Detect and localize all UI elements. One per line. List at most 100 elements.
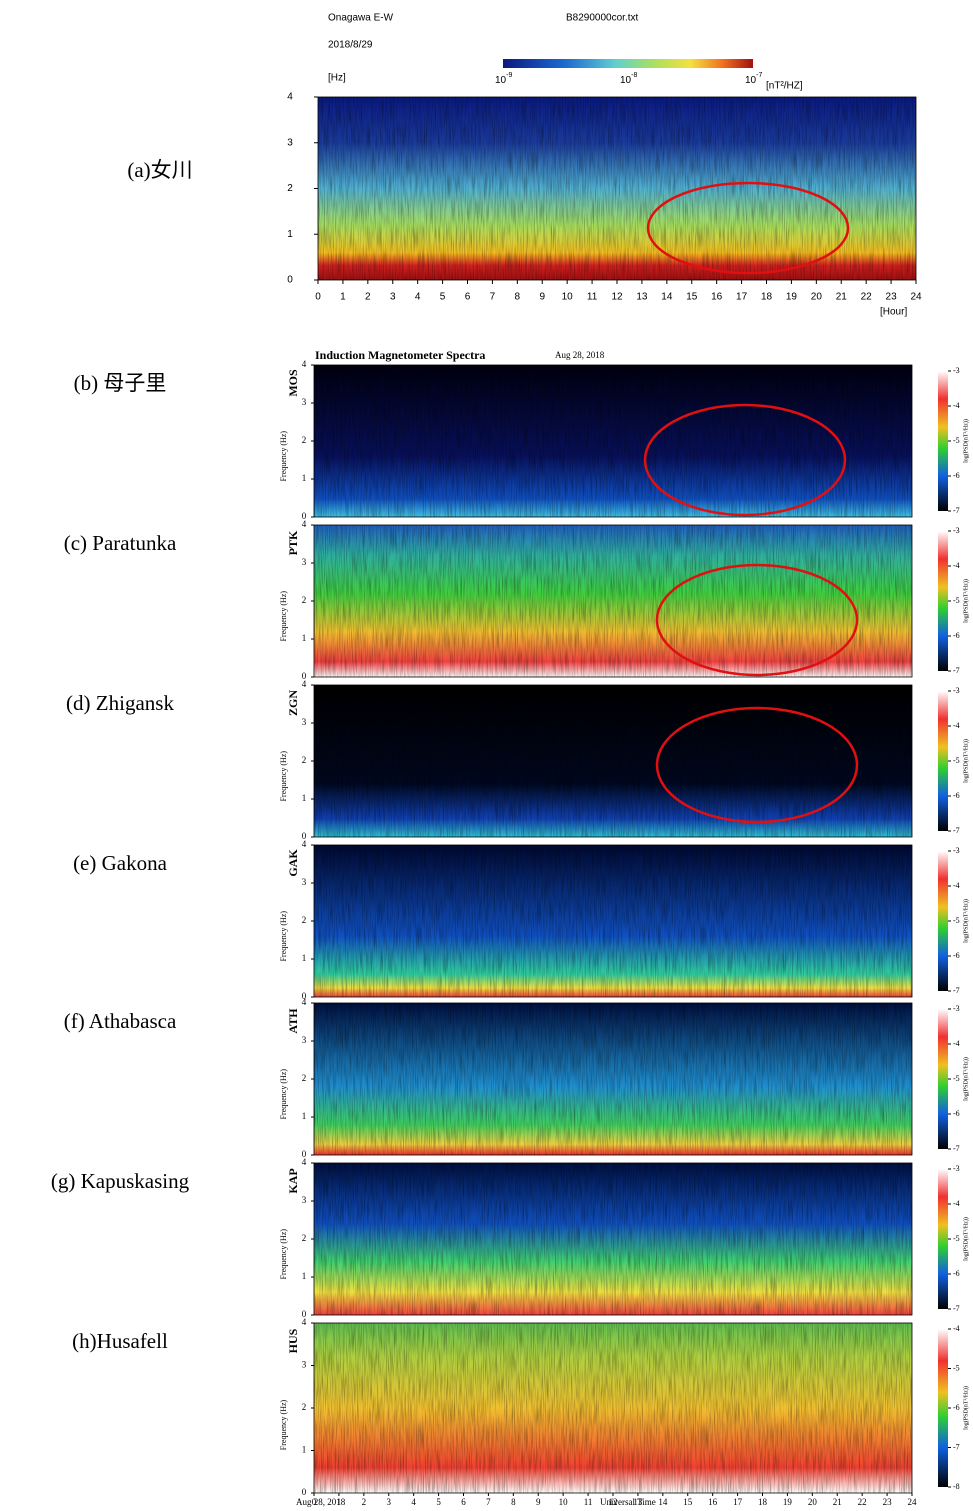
station-code: GAK [286,849,300,877]
y-tick-label: 4 [302,997,307,1007]
x-label: Universal Time [600,1497,656,1507]
colorbar-tick-label: -4 [953,721,960,730]
x-tick-label: 9 [539,292,545,303]
spectrogram-noise [314,1003,912,1155]
colorbar-tick-label: -4 [953,561,960,570]
colorbar-tick-label: -4 [953,881,960,890]
spectrogram-noise [314,1163,912,1315]
colorbar-tick-label: -5 [953,596,960,605]
y-tick-label: 1 [302,633,307,643]
x-tick-label: 8 [511,1497,516,1507]
x-tick-label: 24 [908,1497,918,1507]
colorbar-label: log(PSD(nT²/Hz)) [962,1057,969,1101]
y-tick-label: 4 [302,1157,307,1167]
colorbar [938,1009,948,1149]
colorbar-tick-label: -3 [953,1164,960,1173]
colorbar [503,59,753,68]
y-tick-label: 4 [302,839,307,849]
x-tick-label: 22 [858,1497,867,1507]
y-tick-label: 2 [302,755,307,765]
y-tick-label: 3 [302,1035,307,1045]
y-tick-label: 1 [302,473,307,483]
y-tick-label: 3 [287,137,293,148]
colorbar-tick-label: -7 [953,1144,960,1153]
colorbar-tick-label: -6 [953,951,960,960]
y-tick-label: 2 [302,1402,307,1412]
x-tick-label: 4 [415,292,421,303]
colorbar-tick-label: -3 [953,366,960,375]
x-tick-label: 6 [465,292,471,303]
x-tick-label: 23 [883,1497,893,1507]
station-code: MOS [286,369,300,397]
x-tick-label: 11 [584,1497,593,1507]
y-axis-label: Frequency (Hz) [279,591,288,642]
y-tick-label: 0 [302,511,307,521]
x-tick-label: 20 [808,1497,818,1507]
colorbar-label: log(PSD(nT²/Hz)) [962,739,969,783]
x-tick-label: 3 [390,292,396,303]
colorbar-tick-label: -4 [953,401,960,410]
x-tick-label: 11 [587,292,598,303]
x-tick-label: 0 [312,1497,317,1507]
tick-base: 10 [620,75,632,86]
colorbar-label: log(PSD(nT²/Hz)) [962,899,969,943]
colorbar-tick-label: -6 [953,1109,960,1118]
panel-label: (e) Gakona [73,851,168,875]
x-tick-label: 1 [337,1497,342,1507]
y-tick-label: 2 [302,1233,307,1243]
x-tick-label: 3 [387,1497,392,1507]
y-tick-label: 0 [302,1487,307,1497]
station-code: HUS [286,1328,300,1353]
colorbar-tick-label: -5 [953,1363,960,1372]
y-tick-label: 4 [302,1317,307,1327]
x-tick-label: 13 [633,1497,643,1507]
x-tick-label: 10 [559,1497,569,1507]
colorbar-tick-label: 10-8 [620,72,637,86]
date: 2018/8/29 [328,40,373,51]
x-tick-label: 14 [661,292,673,303]
tick-base: 10 [745,75,757,86]
colorbar-tick-label: -7 [953,506,960,515]
y-tick-label: 0 [302,1149,307,1159]
y-tick-label: 1 [302,1111,307,1121]
y-tick-label: 3 [302,397,307,407]
colorbar-tick-label: -4 [953,1039,960,1048]
tick-base: 10 [495,75,507,86]
colorbar-tick-label: -6 [953,791,960,800]
y-tick-label: 0 [302,671,307,681]
spectrogram-noise [318,97,916,280]
colorbar-tick-label: 10-9 [495,72,512,86]
colorbar-label: log(PSD(nT²/Hz)) [962,1386,969,1430]
x-tick-label: 6 [461,1497,466,1507]
spectrogram-noise [314,365,912,517]
y-tick-label: 0 [302,991,307,1001]
colorbar-unit: [nT²/HZ] [766,81,803,92]
colorbar-tick-label: -3 [953,846,960,855]
y-tick-label: 3 [302,557,307,567]
colorbar [938,691,948,831]
spectrogram-noise [314,845,912,997]
colorbar-tick-label: -5 [953,756,960,765]
y-tick-label: 0 [287,275,293,286]
panel-label: (b) 母子里 [74,371,167,395]
colorbar [938,851,948,991]
x-tick-label: 5 [436,1497,441,1507]
spectrogram-noise [314,1323,912,1493]
panel-label: (h)Husafell [72,1329,168,1353]
x-tick-label: 10 [562,292,574,303]
y-tick-label: 2 [302,595,307,605]
y-tick-label: 3 [302,1195,307,1205]
x-tick-label: 4 [411,1497,416,1507]
colorbar-tick-label: -6 [953,631,960,640]
x-tick-label: 12 [609,1497,618,1507]
tick-exp: -9 [506,72,512,79]
y-tick-label: 1 [302,1445,307,1455]
y-axis-label: Frequency (Hz) [279,431,288,482]
x-tick-label: 8 [515,292,521,303]
tick-exp: -7 [756,72,762,79]
colorbar-tick-label: -6 [953,471,960,480]
y-tick-label: 1 [287,229,293,240]
y-tick-label: 0 [302,831,307,841]
y-axis-label: Frequency (Hz) [279,911,288,962]
station-code: ZGN [286,690,300,716]
